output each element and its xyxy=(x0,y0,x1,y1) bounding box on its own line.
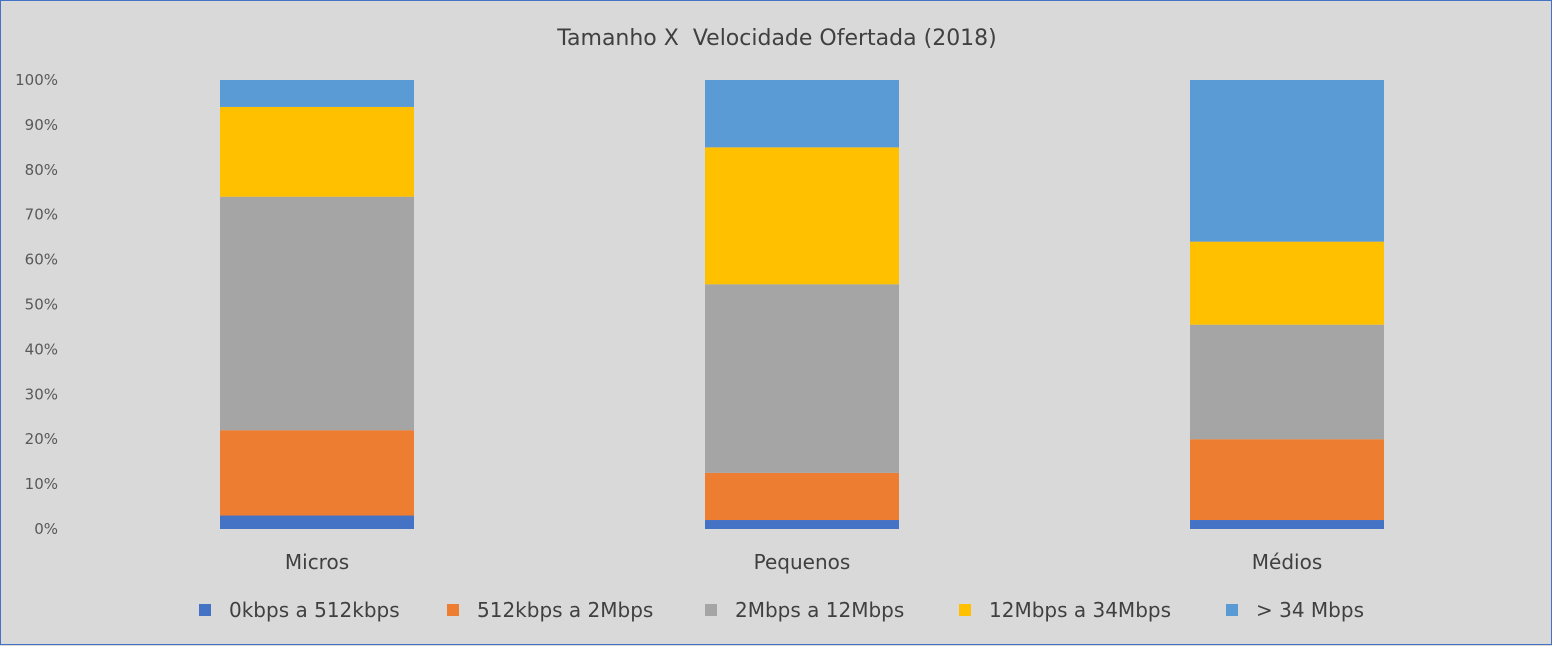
bar-stack xyxy=(1190,80,1384,529)
bar-segment xyxy=(705,472,899,521)
y-tick-label: 70% xyxy=(25,206,58,224)
x-tick-label: Micros xyxy=(285,550,349,574)
bar-segment xyxy=(220,515,414,529)
y-tick-label: 10% xyxy=(25,475,58,493)
legend-item: > 34 Mbps xyxy=(1226,598,1364,622)
legend-label: 2Mbps a 12Mbps xyxy=(735,598,904,622)
bar-segment xyxy=(705,80,899,148)
legend-label: 0kbps a 512kbps xyxy=(229,598,400,622)
x-tick-label: Pequenos xyxy=(754,550,851,574)
bar-stack xyxy=(705,80,899,529)
bar-segment xyxy=(1190,520,1384,529)
legend: 0kbps a 512kbps 512kbps a 2Mbps 2Mbps a 12… xyxy=(199,598,1364,622)
chart-title: Tamanho X Velocidade Ofertada (2018) xyxy=(556,26,997,51)
bar-segment xyxy=(1190,241,1384,325)
y-axis: 0% 10% 20% 30% 40% 50% 60% 70% 80% 90% 100% xyxy=(15,71,58,538)
legend-item: 2Mbps a 12Mbps xyxy=(705,598,904,622)
y-tick-label: 20% xyxy=(25,430,58,448)
legend-marker xyxy=(199,604,211,616)
legend-label: > 34 Mbps xyxy=(1256,598,1364,622)
y-tick-label: 90% xyxy=(25,116,58,134)
legend-marker xyxy=(447,604,459,616)
y-tick-label: 30% xyxy=(25,385,58,403)
x-tick-label: Médios xyxy=(1252,550,1322,574)
x-axis: Micros Pequenos Médios xyxy=(285,550,1322,574)
bar-segment xyxy=(220,106,414,197)
bar-segment xyxy=(220,196,414,431)
legend-item: 12Mbps a 34Mbps xyxy=(959,598,1171,622)
y-tick-label: 0% xyxy=(34,520,58,538)
bar-stack xyxy=(220,80,414,529)
bar-segment xyxy=(1190,439,1384,521)
bar-segment xyxy=(220,430,414,516)
bar-segment xyxy=(705,520,899,529)
y-tick-label: 60% xyxy=(25,251,58,269)
y-tick-label: 80% xyxy=(25,161,58,179)
legend-item: 512kbps a 2Mbps xyxy=(447,598,653,622)
bar-segment xyxy=(1190,324,1384,440)
legend-item: 0kbps a 512kbps xyxy=(199,598,400,622)
legend-marker xyxy=(1226,604,1238,616)
y-tick-label: 50% xyxy=(25,296,58,314)
y-tick-label: 100% xyxy=(15,71,58,89)
bar-stacks xyxy=(220,80,1384,529)
legend-label: 12Mbps a 34Mbps xyxy=(989,598,1171,622)
legend-marker xyxy=(705,604,717,616)
bar-segment xyxy=(705,147,899,285)
bar-segment xyxy=(705,284,899,473)
bar-segment xyxy=(220,80,414,107)
bar-segment xyxy=(1190,80,1384,242)
legend-label: 512kbps a 2Mbps xyxy=(477,598,653,622)
y-tick-label: 40% xyxy=(25,340,58,358)
legend-marker xyxy=(959,604,971,616)
